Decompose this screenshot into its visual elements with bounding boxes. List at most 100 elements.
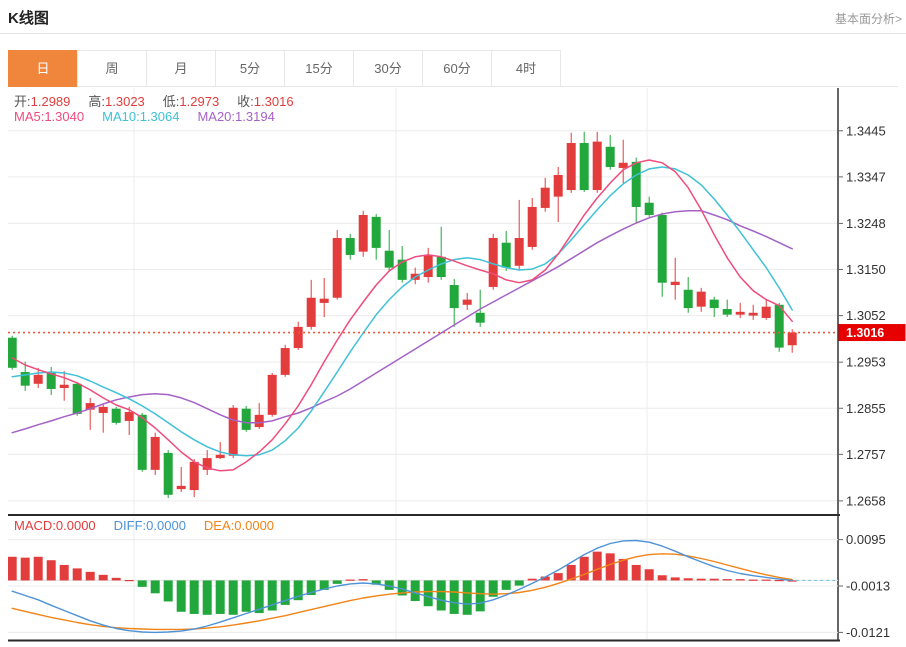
macd-readout: MACD:0.0000 DIFF:0.0000 DEA:0.0000 <box>14 518 292 533</box>
macd-hist-bar <box>397 580 407 596</box>
page-title: K线图 <box>8 10 49 27</box>
macd-row-item: DEA:0.0000 <box>203 518 275 533</box>
macd-hist-bar <box>592 551 602 581</box>
tab-60分[interactable]: 60分 <box>422 50 492 87</box>
tab-30分[interactable]: 30分 <box>353 50 423 87</box>
candle-body <box>85 403 95 410</box>
macd-hist-bar <box>358 579 368 581</box>
candle-body <box>111 408 121 423</box>
macd-hist-bar <box>761 579 771 581</box>
candle-body <box>345 238 355 255</box>
macd-hist-bar <box>488 580 498 597</box>
candle-body <box>397 259 407 280</box>
candle-body <box>150 436 160 470</box>
tab-4时[interactable]: 4时 <box>491 50 561 87</box>
price-tick-label: 1.3445 <box>846 123 886 138</box>
tab-周[interactable]: 周 <box>77 50 147 87</box>
tab-日[interactable]: 日 <box>8 50 78 87</box>
candle-body <box>709 299 719 309</box>
series-line <box>11 539 793 634</box>
candle-body <box>644 202 654 215</box>
macd-hist-bar <box>722 579 732 581</box>
macd-hist-bar <box>566 564 576 581</box>
macd-hist-bar <box>46 560 56 581</box>
tab-5分[interactable]: 5分 <box>215 50 285 87</box>
tab-月[interactable]: 月 <box>146 50 216 87</box>
candle-body <box>579 143 589 191</box>
series-line <box>11 553 793 631</box>
macd-hist-bar <box>72 568 82 581</box>
macd-hist-bar <box>696 578 706 581</box>
macd-hist-bar <box>774 579 784 582</box>
macd-hist-bar <box>241 580 251 612</box>
kline-chart-svg[interactable]: 1.3445 1.3347 1.3248 1.3150 1.3052 1.2953 1.28… <box>7 88 906 644</box>
panel-separator <box>8 514 840 516</box>
candle-body <box>553 174 563 197</box>
current-price-badge <box>838 324 906 342</box>
candle-body <box>657 214 667 283</box>
macd-hist-bar <box>735 579 745 581</box>
macd-hist-bar <box>7 556 17 581</box>
macd-hist-bar <box>657 575 667 581</box>
series-line <box>11 159 793 472</box>
macd-hist-bar <box>150 580 160 594</box>
ohlc-row-item: 开:1.2989 <box>14 94 71 109</box>
macd-hist-bar <box>514 580 524 586</box>
macd-hist-bar <box>215 580 225 614</box>
macd-hist-bar <box>137 580 147 587</box>
series-line <box>11 166 793 457</box>
kline-chart[interactable]: 1.3445 1.3347 1.3248 1.3150 1.3052 1.2953 1.28… <box>7 88 906 644</box>
macd-hist-bar <box>384 580 394 590</box>
macd-hist-bar <box>293 580 303 601</box>
candle-body <box>20 372 30 386</box>
fundamental-analysis-link[interactable]: 基本面分析> <box>834 12 902 26</box>
price-tick-label: 1.2855 <box>846 401 886 416</box>
candle-body <box>254 414 264 428</box>
macd-hist-bar <box>449 580 459 614</box>
macd-hist-bar <box>98 574 108 581</box>
macd-hist-bar <box>527 578 537 581</box>
candle-body <box>683 289 693 309</box>
candle-body <box>462 299 472 305</box>
macd-hist-bar <box>124 579 134 582</box>
candle-body <box>774 304 784 348</box>
macd-hist-bar <box>111 577 121 581</box>
macd-hist-bar <box>553 573 563 581</box>
macd-hist-bar <box>202 580 212 615</box>
candle-body <box>33 374 43 384</box>
ma-row-item: MA10:1.3064 <box>102 109 180 124</box>
candle-body <box>735 311 745 315</box>
candle-body <box>267 374 277 415</box>
price-tick-label: 1.3052 <box>846 308 886 323</box>
candle-body <box>358 214 368 252</box>
candle-body <box>7 337 17 368</box>
macd-hist-bar <box>605 553 615 581</box>
price-tick-label: 1.2658 <box>846 493 886 508</box>
price-tick-label: 1.3347 <box>846 169 886 184</box>
candle-body <box>605 146 615 168</box>
candle-body <box>46 372 56 389</box>
macd-hist-bar <box>540 576 550 581</box>
macd-hist-bar <box>332 580 342 584</box>
candle-body <box>384 250 394 268</box>
tab-15分[interactable]: 15分 <box>284 50 354 87</box>
candle-body <box>761 306 771 318</box>
candle-body <box>332 238 342 298</box>
candle-body <box>748 312 758 316</box>
macd-tick-label: -0.0121 <box>846 625 890 640</box>
ohlc-row-item: 低:1.2973 <box>162 94 220 109</box>
candle-body <box>319 298 329 303</box>
candle-body <box>631 161 641 207</box>
price-tick-label: 1.3150 <box>846 262 886 277</box>
candle-body <box>449 285 459 309</box>
macd-hist-bar <box>306 580 316 596</box>
ma-row-item: MA5:1.3040 <box>14 109 85 124</box>
candle-body <box>189 461 199 491</box>
ohlc-readout: 开:1.2989 高:1.3023 低:1.2973 收:1.3016 <box>14 91 312 110</box>
candle-body <box>163 452 173 495</box>
candle-body <box>501 242 511 268</box>
price-tick-label: 1.2953 <box>846 355 886 370</box>
macd-hist-bar <box>267 580 277 611</box>
ma-readout: MA5:1.3040 MA10:1.3064 MA20:1.3194 <box>14 109 293 124</box>
